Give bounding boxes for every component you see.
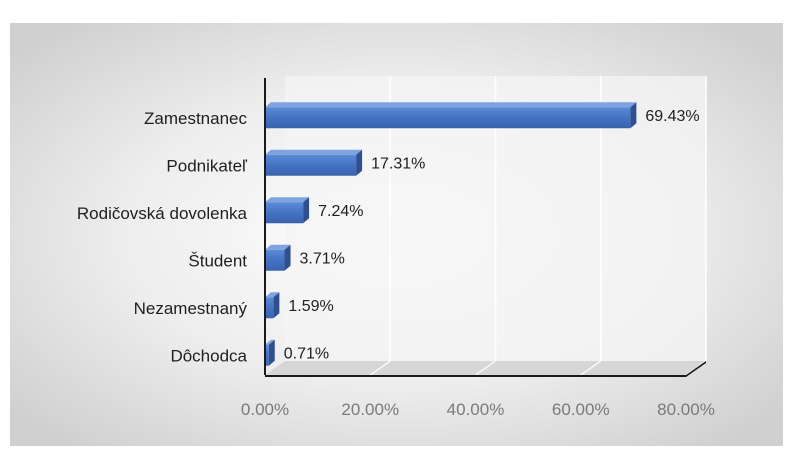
bar-top-3 xyxy=(265,244,291,250)
x-tick-label-1: 20.00% xyxy=(341,400,399,419)
x-axis-line xyxy=(265,361,706,377)
bar-side-1 xyxy=(356,149,363,176)
x-tick-label-0: 0.00% xyxy=(241,400,289,419)
bar-4 xyxy=(265,297,274,319)
bar-top-1 xyxy=(265,149,363,155)
bar-side-0 xyxy=(630,102,637,129)
value-label-4: 1.59% xyxy=(288,298,333,315)
floor-gridline-60 xyxy=(580,360,602,376)
x-tick-label-2: 40.00% xyxy=(447,400,505,419)
bar-top-2 xyxy=(265,197,310,203)
bar-3 xyxy=(265,249,285,271)
value-label-5: 0.71% xyxy=(284,345,329,362)
floor-gridline-20 xyxy=(369,360,391,376)
category-label-3: Študent xyxy=(188,251,247,270)
bar-1 xyxy=(265,154,357,176)
category-label-1: Podnikateľ xyxy=(166,156,248,175)
bar-side-2 xyxy=(303,197,310,224)
bar-side-5 xyxy=(268,339,275,366)
category-label-2: Rodičovská dovolenka xyxy=(77,204,248,223)
category-label-4: Nezamestnaný xyxy=(134,299,248,318)
x-tick-label-4: 80.00% xyxy=(657,400,715,419)
value-label-0: 69.43% xyxy=(645,108,699,125)
value-label-1: 17.31% xyxy=(371,155,425,172)
category-label-0: Zamestnanec xyxy=(144,109,247,128)
bar-top-4 xyxy=(265,292,280,298)
bar-5 xyxy=(265,344,269,366)
value-label-3: 3.71% xyxy=(300,250,345,267)
bar-top-0 xyxy=(265,102,637,108)
bar-top-5 xyxy=(265,339,275,345)
bar-side-4 xyxy=(273,292,280,319)
bar-side-3 xyxy=(284,244,291,271)
floor-gridline-40 xyxy=(475,360,496,376)
bar-0 xyxy=(265,107,631,129)
bar-2 xyxy=(265,202,304,224)
category-label-5: Dôchodca xyxy=(170,346,247,365)
x-tick-label-3: 60.00% xyxy=(552,400,610,419)
value-label-2: 7.24% xyxy=(318,203,363,220)
